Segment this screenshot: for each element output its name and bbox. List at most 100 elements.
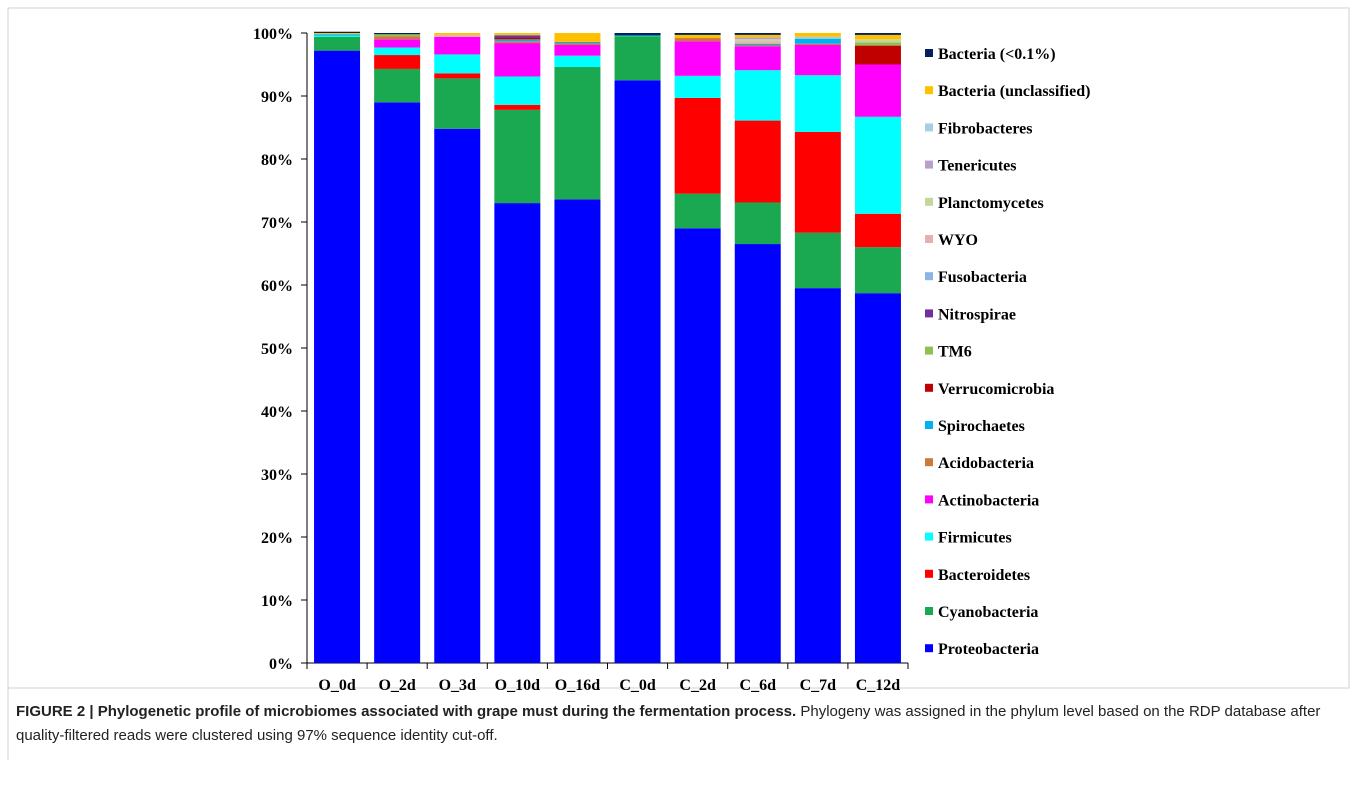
x-tick-label: C_0d — [619, 677, 656, 694]
legend-swatch — [925, 86, 933, 95]
legend-label: Nitrospirae — [938, 306, 1016, 323]
x-tick-label: C_7d — [800, 677, 837, 694]
y-tick-label: 0% — [269, 656, 293, 673]
bar-segment — [734, 44, 781, 47]
bar-segment — [374, 33, 421, 35]
x-tick-label: C_12d — [856, 677, 901, 694]
bar-segment — [554, 199, 601, 663]
bar-segment — [674, 193, 721, 229]
legend-label: Bacteroidetes — [938, 567, 1030, 584]
bar-segment — [734, 39, 781, 42]
bar-segment — [794, 131, 841, 233]
legend-label: TM6 — [938, 344, 972, 361]
bar-segment — [314, 36, 361, 51]
y-tick-label: 60% — [261, 278, 293, 295]
bar-segment — [494, 41, 541, 44]
x-tick-label: O_16d — [555, 677, 600, 694]
legend-swatch — [925, 123, 933, 132]
legend-label: Actinobacteria — [938, 492, 1039, 509]
legend-swatch — [925, 421, 933, 429]
bar-segment — [494, 34, 541, 36]
y-tick-label: 80% — [261, 152, 293, 169]
x-tick-label: O_2d — [378, 677, 415, 694]
y-tick-label: 30% — [261, 467, 293, 484]
legend-label: Planctomycetes — [938, 195, 1044, 212]
bar-segment — [734, 120, 781, 203]
x-tick-label: O_0d — [318, 677, 355, 694]
bar-segment — [854, 213, 901, 248]
legend-swatch — [925, 272, 933, 281]
bar-segment — [794, 38, 841, 44]
bar-segment — [374, 39, 421, 48]
bar-segment — [734, 46, 781, 71]
bar-segment — [794, 75, 841, 132]
x-tick-label: C_2d — [679, 677, 716, 694]
legend-label: WYO — [938, 232, 978, 249]
bar-segment — [494, 43, 541, 77]
bar-segment — [734, 41, 781, 44]
bar-segment — [314, 35, 361, 37]
legend-swatch — [925, 197, 933, 206]
bar-segment — [434, 54, 481, 74]
bar-segment — [314, 34, 361, 36]
bar-segment — [374, 102, 421, 664]
bar-segment — [434, 36, 481, 55]
bar-segment — [494, 104, 541, 110]
bar-segment — [674, 38, 721, 42]
bar-segment — [374, 68, 421, 103]
bar-segment — [554, 44, 601, 56]
bar-segment — [374, 55, 421, 69]
bar-segment — [854, 247, 901, 294]
bar-segment — [794, 33, 841, 37]
bar-segment — [734, 70, 781, 121]
x-tick-label: C_6d — [740, 677, 777, 694]
bar-segment — [794, 232, 841, 289]
legend-label: Firmicutes — [938, 530, 1012, 547]
caption-box: FIGURE 2 | Phylogenetic profile of micro… — [16, 700, 1336, 748]
legend-label: Verrucomicrobia — [938, 381, 1054, 398]
bar-segment — [854, 39, 901, 43]
bar-segment — [494, 39, 541, 42]
bar-segment — [614, 80, 661, 663]
bar-segment — [374, 34, 421, 37]
legend-swatch — [925, 346, 933, 355]
y-tick-label: 90% — [261, 89, 293, 106]
bar-segment — [494, 35, 541, 38]
legend-swatch — [925, 532, 933, 541]
bar-segment — [794, 44, 841, 76]
bar-segment — [734, 34, 781, 38]
legend-swatch — [925, 607, 933, 615]
y-tick-label: 100% — [253, 26, 293, 43]
bar-segment — [794, 36, 841, 39]
bar-segment — [794, 288, 841, 663]
caption-text: FIGURE 2 | Phylogenetic profile of micro… — [16, 700, 1336, 748]
legend-swatch — [925, 309, 933, 318]
bar-segment — [374, 36, 421, 40]
legend-swatch — [925, 160, 933, 169]
legend-label: Tenericutes — [938, 158, 1017, 175]
x-tick-label: O_3d — [439, 677, 476, 694]
bar-segment — [674, 228, 721, 664]
y-tick-label: 20% — [261, 530, 293, 547]
x-tick-label: O_10d — [495, 677, 540, 694]
y-tick-label: 40% — [261, 404, 293, 421]
bar-segment — [854, 293, 901, 663]
bar-segment — [434, 128, 481, 663]
bar-segment — [314, 33, 361, 35]
bar-segment — [794, 43, 841, 45]
bar-segment — [854, 116, 901, 214]
bar-segment — [494, 109, 541, 204]
bar-segment — [614, 33, 661, 36]
bar-segment — [854, 34, 901, 40]
caption-body: Phylogeny was assigned in the phylum lev… — [16, 703, 1321, 744]
bar-segment — [854, 42, 901, 46]
legend-swatch — [925, 49, 933, 57]
bar-segment — [734, 244, 781, 664]
bar-segment — [554, 33, 601, 42]
legend-label: Proteobacteria — [938, 641, 1039, 658]
legend-swatch — [925, 458, 933, 467]
bar-segment — [494, 203, 541, 663]
bar-segment — [734, 43, 781, 45]
